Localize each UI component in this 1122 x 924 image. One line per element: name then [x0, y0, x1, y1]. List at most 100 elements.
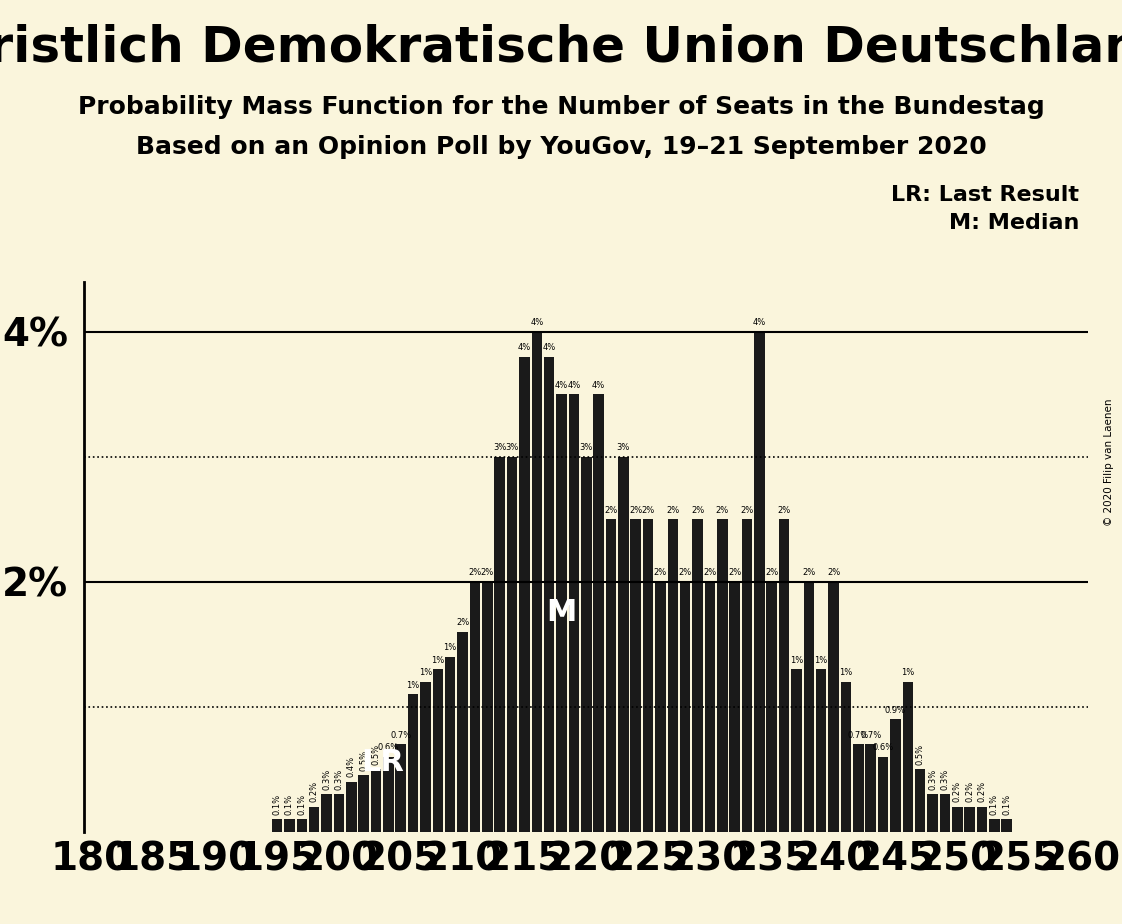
Bar	[840, 682, 852, 832]
Text: 2%: 2%	[605, 505, 617, 515]
Text: 3%: 3%	[505, 444, 518, 453]
Text: Based on an Opinion Poll by YouGov, 19–21 September 2020: Based on an Opinion Poll by YouGov, 19–2…	[136, 135, 986, 159]
Bar	[519, 357, 530, 832]
Text: 2%: 2%	[666, 505, 680, 515]
Text: 2%: 2%	[741, 505, 754, 515]
Text: 1%: 1%	[443, 643, 457, 652]
Text: 4%: 4%	[753, 319, 766, 327]
Bar	[284, 819, 295, 832]
Text: 2%: 2%	[480, 568, 494, 578]
Bar	[272, 819, 283, 832]
Text: 2%: 2%	[827, 568, 840, 578]
Text: 1%: 1%	[815, 656, 828, 664]
Text: 0.2%: 0.2%	[977, 781, 986, 802]
Bar	[990, 819, 1000, 832]
Bar	[816, 669, 827, 832]
Text: 1%: 1%	[901, 668, 914, 677]
Text: 0.5%: 0.5%	[916, 744, 925, 765]
Text: 0.1%: 0.1%	[990, 794, 999, 815]
Text: 2%: 2%	[642, 505, 655, 515]
Text: 0.1%: 0.1%	[273, 794, 282, 815]
Bar	[754, 332, 764, 832]
Bar	[309, 807, 320, 832]
Bar	[606, 519, 616, 832]
Bar	[358, 775, 369, 832]
Bar	[333, 794, 344, 832]
Bar	[569, 395, 579, 832]
Text: M: Median: M: Median	[949, 213, 1079, 233]
Text: 2%: 2%	[703, 568, 717, 578]
Text: Christlich Demokratische Union Deutschlands: Christlich Demokratische Union Deutschla…	[0, 23, 1122, 71]
Bar	[853, 744, 864, 832]
Text: 4%: 4%	[517, 344, 531, 352]
Bar	[581, 456, 591, 832]
Bar	[951, 807, 963, 832]
Text: 0.5%: 0.5%	[359, 750, 368, 771]
Bar	[631, 519, 641, 832]
Bar	[803, 582, 815, 832]
Text: 2%: 2%	[456, 618, 469, 627]
Bar	[729, 582, 739, 832]
Text: 0.2%: 0.2%	[953, 781, 962, 802]
Text: LR: Last Result: LR: Last Result	[891, 185, 1079, 205]
Bar	[321, 794, 332, 832]
Text: © 2020 Filip van Laenen: © 2020 Filip van Laenen	[1104, 398, 1114, 526]
Text: 0.1%: 0.1%	[297, 794, 306, 815]
Text: 2%: 2%	[691, 505, 705, 515]
Bar	[865, 744, 876, 832]
Text: 0.9%: 0.9%	[885, 706, 905, 715]
Bar	[296, 819, 307, 832]
Bar	[668, 519, 678, 832]
Text: LR: LR	[361, 748, 404, 777]
Bar	[914, 769, 926, 832]
Text: 2%: 2%	[679, 568, 692, 578]
Text: 1%: 1%	[431, 656, 444, 664]
Bar	[927, 794, 938, 832]
Bar	[594, 395, 604, 832]
Bar	[717, 519, 727, 832]
Text: 0.7%: 0.7%	[848, 731, 868, 740]
Text: 4%: 4%	[531, 319, 543, 327]
Bar	[705, 582, 715, 832]
Bar	[680, 582, 690, 832]
Text: 0.3%: 0.3%	[928, 769, 937, 790]
Text: 0.3%: 0.3%	[940, 769, 949, 790]
Text: 4%: 4%	[592, 381, 605, 390]
Bar	[643, 519, 653, 832]
Bar	[692, 519, 702, 832]
Bar	[346, 782, 357, 832]
Text: 4%: 4%	[543, 344, 555, 352]
Bar	[965, 807, 975, 832]
Bar	[766, 582, 778, 832]
Text: 2%: 2%	[654, 568, 668, 578]
Text: 0.2%: 0.2%	[310, 781, 319, 802]
Bar	[939, 794, 950, 832]
Text: 1%: 1%	[790, 656, 803, 664]
Text: 1%: 1%	[839, 668, 853, 677]
Text: 3%: 3%	[493, 444, 506, 453]
Text: 2%: 2%	[728, 568, 742, 578]
Bar	[779, 519, 790, 832]
Bar	[902, 682, 913, 832]
Text: 4%: 4%	[555, 381, 568, 390]
Bar	[370, 769, 381, 832]
Bar	[383, 757, 394, 832]
Bar	[828, 582, 839, 832]
Text: 1%: 1%	[406, 681, 420, 689]
Bar	[890, 719, 901, 832]
Text: 0.1%: 0.1%	[1002, 794, 1011, 815]
Text: 1%: 1%	[419, 668, 432, 677]
Text: 3%: 3%	[617, 444, 631, 453]
Text: 4%: 4%	[568, 381, 580, 390]
Bar	[742, 519, 752, 832]
Text: 2%: 2%	[765, 568, 779, 578]
Bar	[408, 694, 419, 832]
Text: 0.1%: 0.1%	[285, 794, 294, 815]
Text: 0.3%: 0.3%	[322, 769, 331, 790]
Bar	[395, 744, 406, 832]
Bar	[458, 632, 468, 832]
Bar	[495, 456, 505, 832]
Bar	[544, 357, 554, 832]
Bar	[618, 456, 628, 832]
Text: 2%: 2%	[716, 505, 729, 515]
